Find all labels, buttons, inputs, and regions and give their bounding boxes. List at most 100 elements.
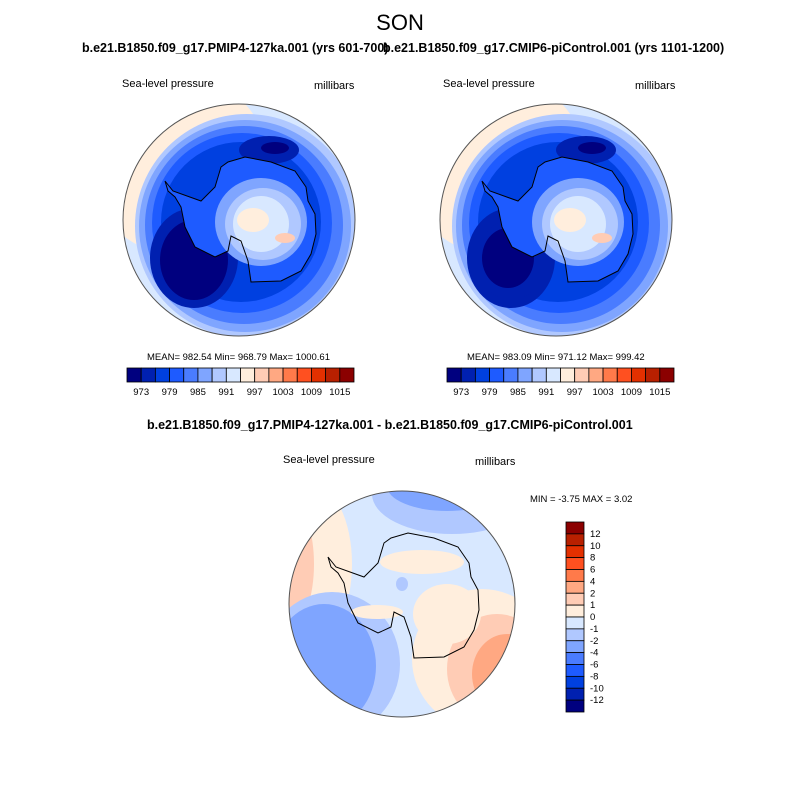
map-border — [439, 103, 673, 337]
colorbar-tick-label: 1009 — [621, 387, 642, 398]
colorbar-box — [616, 367, 632, 383]
positive-anomaly — [413, 584, 481, 644]
colorbar-panel1: 973 979 985 991 997 1003 1009 1015 — [126, 367, 355, 398]
colorbar-tick-label: 1015 — [329, 387, 350, 398]
positive-anomaly — [380, 550, 464, 574]
map-panel1 — [123, 104, 355, 336]
colorbar-box — [565, 604, 585, 618]
colorbar-box — [339, 367, 355, 383]
colorbar-panel2: 973 979 985 991 997 1003 1009 1015 — [446, 367, 675, 398]
colorbar-tick-label: -4 — [590, 648, 598, 659]
colorbar-tick-label: -10 — [590, 683, 604, 694]
colorbar-box — [489, 367, 505, 383]
colorbar-box — [183, 367, 199, 383]
panel2-units-label: millibars — [635, 80, 676, 92]
panel1-units-label: millibars — [314, 80, 355, 92]
map-panel2 — [440, 104, 672, 336]
colorbar-tick-label: 4 — [590, 576, 595, 587]
colorbar-box — [565, 580, 585, 594]
colorbar-box — [565, 557, 585, 570]
colorbar-tick-label: 997 — [247, 387, 263, 398]
colorbar-box — [565, 569, 585, 582]
colorbar-tick-label: 1003 — [592, 387, 613, 398]
colorbar-box — [296, 367, 312, 383]
colorbar-box — [446, 367, 462, 383]
antarctica-coastline — [164, 156, 317, 283]
colorbar-box — [560, 367, 576, 383]
colorbar-tick-label: 991 — [218, 387, 234, 398]
plateau-high — [275, 233, 295, 243]
colorbar-tick-label: 1 — [590, 600, 595, 611]
colorbar-box — [197, 367, 213, 383]
panel1-variable-label: Sea-level pressure — [122, 78, 214, 90]
colorbar-box — [565, 699, 585, 713]
colorbar-tick-label: 8 — [590, 553, 595, 564]
panel2-stats: MEAN= 983.09 Min= 971.12 Max= 999.42 — [467, 352, 645, 363]
colorbar-box — [565, 675, 585, 689]
panel1-stats: MEAN= 982.54 Min= 968.79 Max= 1000.61 — [147, 352, 330, 363]
colorbar-box — [154, 367, 170, 383]
map-border — [288, 490, 516, 718]
colorbar-box — [126, 367, 142, 383]
colorbar-box — [254, 367, 270, 383]
colorbar-box — [531, 367, 547, 383]
colorbar-tick-label: 985 — [510, 387, 526, 398]
panel2-variable-label: Sea-level pressure — [443, 78, 535, 90]
antarctica-coastline — [327, 532, 480, 659]
colorbar-tick-label: -12 — [590, 695, 604, 706]
colorbar-box — [517, 367, 533, 383]
colorbar-box — [565, 628, 585, 642]
colorbar-box — [225, 367, 241, 383]
colorbar-box — [574, 367, 590, 383]
colorbar-tick-label: 979 — [162, 387, 178, 398]
low-pressure-secondary-core — [261, 142, 289, 154]
colorbar-box — [565, 616, 585, 630]
colorbar-box — [565, 640, 585, 654]
colorbar-box — [565, 664, 585, 677]
panel3-units-label: millibars — [475, 456, 516, 468]
negative-anomaly — [387, 491, 507, 511]
colorbar-box — [545, 367, 561, 383]
plateau-high — [592, 233, 612, 243]
colorbar-box — [565, 521, 585, 535]
plateau-high — [237, 208, 269, 232]
colorbar-tick-label: 10 — [590, 541, 601, 552]
panel3-stats: MIN = -3.75 MAX = 3.02 — [530, 494, 633, 505]
panel2-title: b.e21.B1850.f09_g17.CMIP6-piControl.001 … — [383, 41, 725, 55]
plateau-high — [554, 208, 586, 232]
colorbar-box — [602, 367, 618, 383]
colorbar-box — [565, 533, 585, 547]
colorbar-tick-label: 0 — [590, 612, 595, 623]
low-pressure-secondary-core — [578, 142, 606, 154]
colorbar-box — [211, 367, 227, 383]
colorbar-box — [325, 367, 341, 383]
colorbar-box — [645, 367, 661, 383]
colorbar-box — [474, 367, 490, 383]
colorbar-tick-label: 2 — [590, 588, 595, 599]
colorbar-tick-label: 979 — [482, 387, 498, 398]
colorbar-tick-label: 973 — [133, 387, 149, 398]
colorbar-box — [588, 367, 604, 383]
colorbar-box — [460, 367, 476, 383]
colorbar-box — [565, 652, 585, 665]
colorbar-box — [268, 367, 284, 383]
panel3-title: b.e21.B1850.f09_g17.PMIP4-127ka.001 - b.… — [147, 418, 633, 432]
colorbar-tick-label: 1009 — [301, 387, 322, 398]
map-panel3-difference — [289, 491, 515, 717]
colorbar-box — [240, 367, 256, 383]
colorbar-tick-label: -6 — [590, 660, 598, 671]
colorbar-box — [282, 367, 298, 383]
colorbar-box — [565, 687, 585, 701]
colorbar-box — [311, 367, 327, 383]
colorbar-tick-label: 973 — [453, 387, 469, 398]
colorbar-tick-label: 1015 — [649, 387, 670, 398]
colorbar-tick-label: -8 — [590, 671, 598, 682]
colorbar-box — [565, 592, 585, 606]
figure-title: SON — [376, 10, 424, 35]
colorbar-box — [169, 367, 185, 383]
map-border — [122, 103, 356, 337]
negative-anomaly — [396, 577, 408, 591]
colorbar-box — [565, 545, 585, 559]
